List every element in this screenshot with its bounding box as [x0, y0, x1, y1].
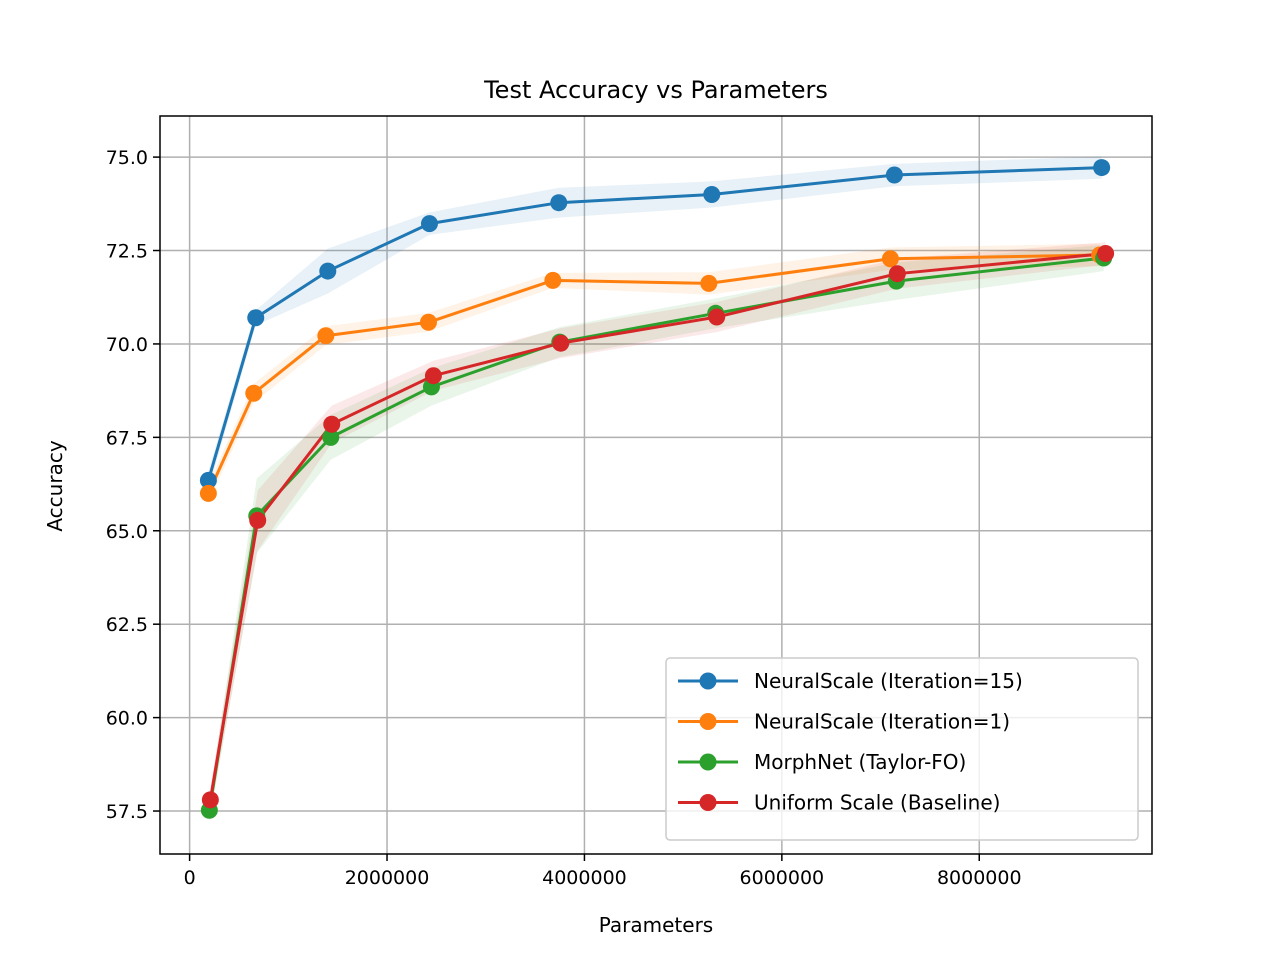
point-neuralscale-iteration-15: [885, 166, 903, 184]
data-points: [199, 159, 1115, 819]
point-uniform-scale-baseline: [424, 367, 442, 385]
legend-label-morphnet-taylor-fo: MorphNet (Taylor-FO): [754, 750, 966, 774]
point-neuralscale-iteration-15: [199, 471, 217, 489]
point-neuralscale-iteration-1: [419, 313, 437, 331]
point-neuralscale-iteration-15: [550, 194, 568, 212]
y-axis-label: Accuracy: [43, 440, 67, 531]
point-neuralscale-iteration-15: [247, 309, 265, 327]
point-uniform-scale-baseline: [249, 511, 267, 529]
y-tick-label: 72.5: [106, 241, 148, 263]
point-neuralscale-iteration-1: [881, 250, 899, 268]
point-uniform-scale-baseline: [323, 415, 341, 433]
y-tick-label: 57.5: [106, 801, 148, 823]
x-tick-label: 0: [184, 867, 196, 889]
legend-label-uniform-scale-baseline: Uniform Scale (Baseline): [754, 791, 1000, 815]
legend: NeuralScale (Iteration=15) NeuralScale (I…: [665, 657, 1139, 841]
point-neuralscale-iteration-15: [420, 215, 438, 233]
point-neuralscale-iteration-15: [1093, 159, 1111, 177]
line-neuralscale-iteration-1: [207, 253, 1100, 495]
point-neuralscale-iteration-1: [700, 274, 718, 292]
y-tick-label: 75.0: [106, 147, 148, 169]
chart-title: Test Accuracy vs Parameters: [483, 76, 828, 104]
legend-label-neuralscale-iteration-15: NeuralScale (Iteration=15): [754, 669, 1023, 693]
x-tick-label: 2000000: [345, 867, 430, 889]
legend-marker-morphnet-taylor-fo: [699, 753, 717, 771]
point-neuralscale-iteration-1: [317, 327, 335, 345]
grid: [160, 116, 1152, 854]
point-morphnet-taylor-fo: [322, 428, 340, 446]
x-tick-label: 8000000: [937, 867, 1022, 889]
point-neuralscale-iteration-1: [245, 384, 263, 402]
series-lines: [206, 166, 1106, 811]
point-uniform-scale-baseline: [552, 334, 570, 352]
y-tick-label: 67.5: [106, 427, 148, 449]
y-tick-label: 70.0: [106, 334, 148, 356]
point-uniform-scale-baseline: [708, 308, 726, 326]
y-axis-ticks: 57.5 60.0 62.5 65.0 67.5 70.0 72.5 75.0: [106, 147, 160, 823]
y-tick-label: 62.5: [106, 614, 148, 636]
line-uniform-scale-baseline: [208, 252, 1106, 801]
legend-label-neuralscale-iteration-1: NeuralScale (Iteration=1): [754, 710, 1010, 734]
legend-box: [665, 657, 1139, 841]
x-axis-ticks: 0 2000000 4000000 6000000 8000000: [184, 854, 1022, 889]
y-tick-label: 60.0: [106, 708, 148, 730]
point-neuralscale-iteration-1: [199, 484, 217, 502]
x-tick-label: 6000000: [740, 867, 825, 889]
point-uniform-scale-baseline: [201, 791, 219, 809]
plot-frame: [159, 115, 1153, 855]
y-tick-label: 65.0: [106, 521, 148, 543]
point-uniform-scale-baseline: [888, 265, 906, 283]
legend-marker-uniform-scale-baseline: [699, 794, 717, 811]
point-neuralscale-iteration-15: [319, 262, 337, 280]
point-neuralscale-iteration-1: [544, 271, 562, 289]
legend-marker-neuralscale-iteration-15: [699, 672, 717, 690]
point-neuralscale-iteration-15: [703, 185, 721, 203]
x-axis-label: Parameters: [599, 913, 713, 937]
legend-marker-neuralscale-iteration-1: [699, 713, 717, 730]
x-tick-label: 4000000: [542, 867, 627, 889]
line-morphnet-taylor-fo: [207, 256, 1104, 811]
point-uniform-scale-baseline: [1097, 245, 1115, 263]
line-neuralscale-iteration-15: [206, 166, 1102, 481]
